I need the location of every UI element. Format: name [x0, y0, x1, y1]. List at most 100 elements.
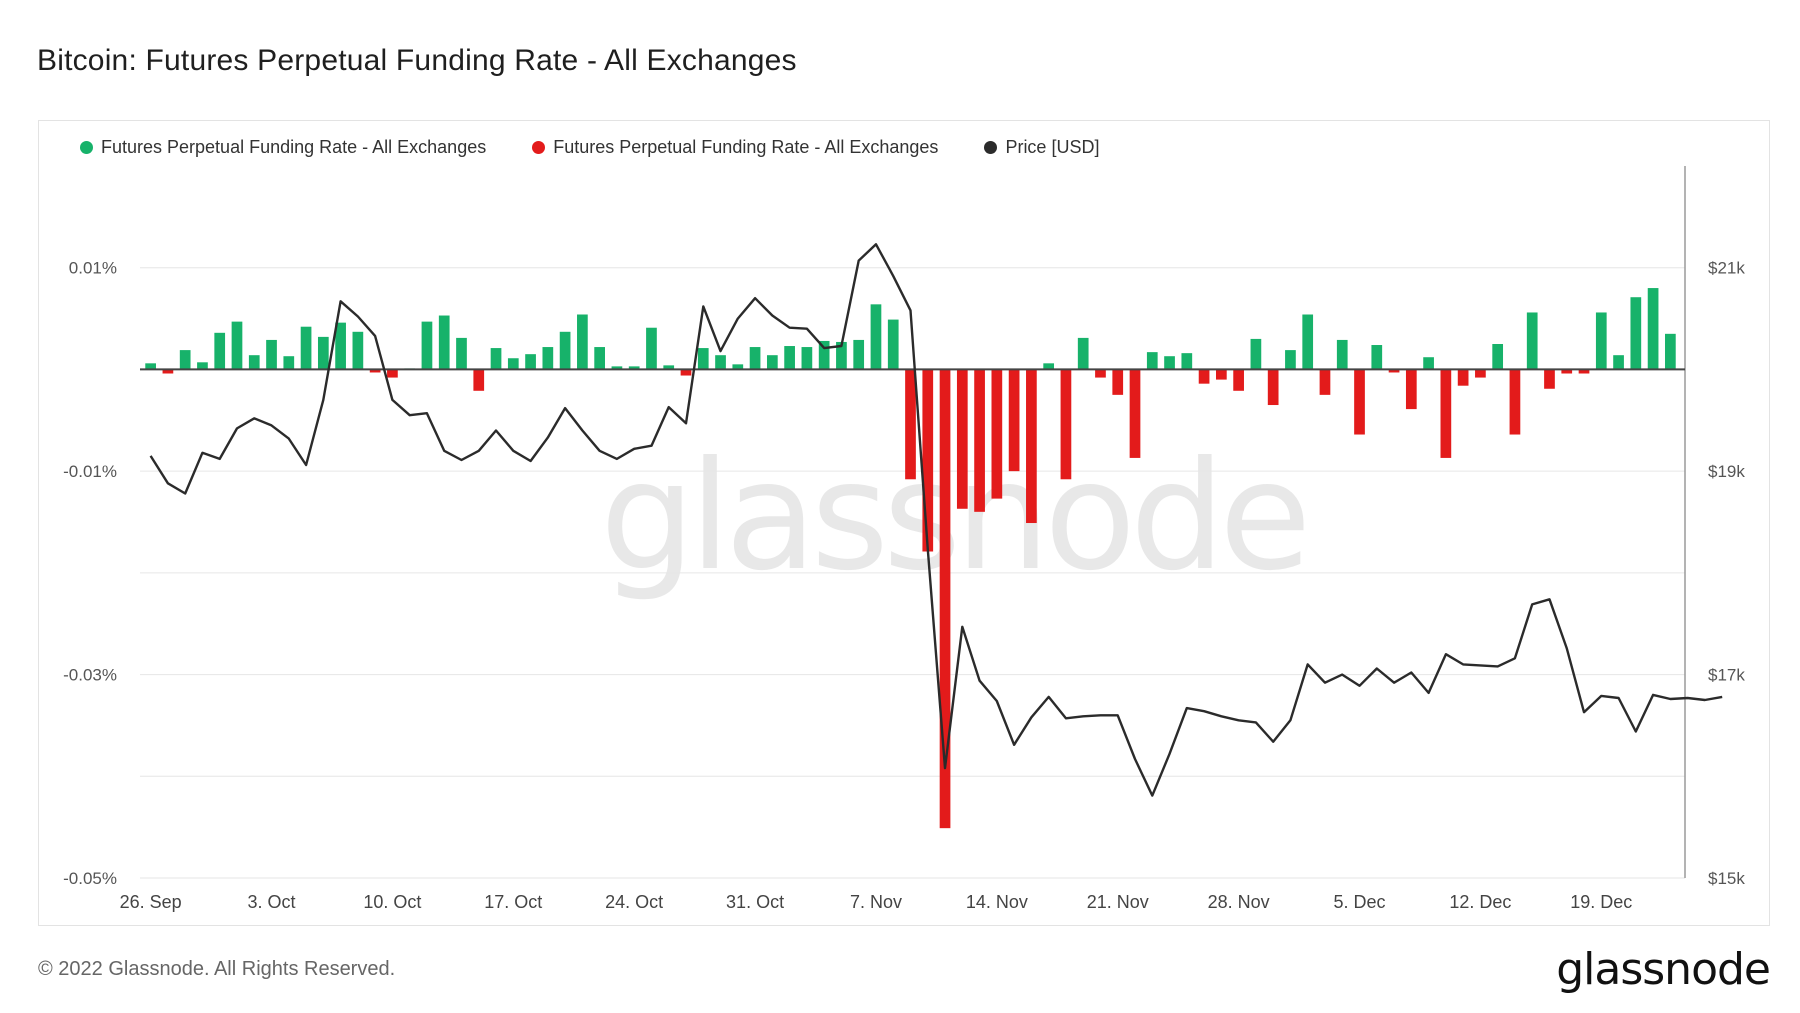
funding-bar-negative — [939, 369, 951, 829]
funding-bar-positive — [887, 319, 899, 370]
funding-bar-positive — [1181, 353, 1193, 370]
y-right-tick-label: $19k — [1708, 462, 1745, 481]
chart-title: Bitcoin: Futures Perpetual Funding Rate … — [37, 44, 797, 77]
x-tick-label: 31. Oct — [726, 892, 784, 912]
funding-bar-positive — [1526, 312, 1538, 370]
funding-bar-positive — [577, 314, 588, 370]
x-tick-label: 21. Nov — [1087, 892, 1149, 912]
x-tick-label: 24. Oct — [605, 892, 663, 912]
legend-item-funding-negative[interactable]: Futures Perpetual Funding Rate - All Exc… — [532, 137, 938, 158]
y-left-tick-label: -0.03% — [63, 666, 117, 685]
funding-bar-negative — [991, 369, 1003, 499]
y-left-tick-label: 0.01% — [69, 259, 117, 278]
funding-bar-positive — [1336, 339, 1348, 370]
funding-bar-positive — [1665, 333, 1676, 370]
legend-dot-red-icon — [532, 141, 546, 154]
funding-bar-negative — [1267, 369, 1279, 406]
funding-bar-negative — [974, 369, 985, 512]
funding-bar-positive — [490, 348, 502, 370]
funding-bar-positive — [1043, 363, 1055, 370]
funding-bar-negative — [1475, 369, 1486, 378]
price-line — [149, 243, 1723, 797]
funding-bar-positive — [542, 347, 554, 370]
funding-bar-positive — [870, 304, 882, 370]
funding-bar-negative — [922, 369, 934, 552]
funding-bar-positive — [1630, 297, 1642, 370]
funding-bar-positive — [1250, 338, 1262, 370]
glassnode-logo: glassnode — [1556, 944, 1771, 995]
x-tick-label: 14. Nov — [966, 892, 1028, 912]
funding-bar-positive — [646, 327, 657, 370]
funding-bar-positive — [628, 366, 640, 370]
funding-bar-positive — [283, 356, 295, 370]
funding-bar-positive — [1302, 314, 1314, 370]
x-tick-label: 12. Dec — [1449, 892, 1511, 912]
funding-bar-negative — [1198, 369, 1210, 384]
funding-bar-negative — [1354, 369, 1365, 435]
funding-bar-negative — [1578, 369, 1590, 374]
funding-bar-negative — [1544, 369, 1555, 389]
funding-bar-negative — [1457, 369, 1469, 386]
funding-bar-positive — [145, 363, 156, 370]
funding-bar-negative — [1405, 369, 1417, 410]
funding-bar-negative — [1216, 369, 1227, 380]
legend-label: Price [USD] — [1005, 137, 1100, 157]
y-left-tick-label: -0.05% — [63, 869, 117, 888]
funding-bar-positive — [697, 348, 709, 370]
funding-bar-positive — [766, 355, 778, 370]
x-tick-label: 5. Dec — [1333, 892, 1385, 912]
legend-item-funding-positive[interactable]: Futures Perpetual Funding Rate - All Exc… — [80, 137, 486, 158]
funding-bar-positive — [1077, 337, 1089, 370]
funding-bar-positive — [818, 340, 830, 370]
legend-label: Futures Perpetual Funding Rate - All Exc… — [101, 137, 487, 157]
funding-bar-positive — [179, 350, 191, 370]
funding-bar-positive — [317, 336, 329, 370]
x-tick-label: 7. Nov — [850, 892, 902, 912]
funding-bar-negative — [1026, 369, 1037, 524]
funding-bar-positive — [749, 347, 761, 370]
funding-bar-positive — [732, 364, 744, 370]
funding-bar-negative — [369, 369, 381, 373]
funding-bar-positive — [1146, 352, 1158, 370]
funding-bar-positive — [801, 347, 813, 370]
funding-bar-negative — [956, 369, 968, 509]
legend-dot-green-icon — [80, 141, 93, 154]
chart-frame — [38, 120, 1770, 926]
funding-bar-negative — [473, 369, 485, 391]
funding-bar-negative — [1112, 369, 1124, 395]
funding-bar-negative — [1129, 369, 1141, 458]
funding-bar-negative — [1388, 369, 1400, 373]
x-tick-label: 17. Oct — [484, 892, 542, 912]
funding-bar-negative — [387, 369, 398, 378]
funding-bar-positive — [836, 341, 847, 370]
legend-label: Futures Perpetual Funding Rate - All Exc… — [553, 137, 939, 157]
x-tick-label: 10. Oct — [363, 892, 421, 912]
legend-item-price[interactable]: Price [USD] — [984, 137, 1099, 158]
x-tick-label: 28. Nov — [1208, 892, 1270, 912]
funding-bar-negative — [680, 369, 692, 376]
x-tick-label: 3. Oct — [248, 892, 296, 912]
funding-bar-positive — [611, 366, 623, 370]
funding-bar-positive — [853, 339, 865, 370]
funding-bar-positive — [507, 358, 519, 370]
funding-bar-negative — [1095, 369, 1106, 378]
funding-bar-negative — [162, 369, 174, 374]
funding-bar-positive — [1492, 344, 1504, 370]
funding-bar-positive — [594, 347, 605, 370]
funding-bar-positive — [421, 321, 433, 370]
funding-bar-positive — [197, 362, 208, 370]
funding-bar-positive — [248, 355, 260, 370]
y-right-tick-label: $21k — [1708, 259, 1745, 278]
funding-bar-positive — [231, 321, 243, 370]
funding-bar-negative — [1440, 369, 1452, 458]
y-right-tick-label: $15k — [1708, 869, 1745, 888]
funding-bar-positive — [1423, 357, 1434, 370]
funding-bar-positive — [1613, 355, 1624, 370]
legend: Futures Perpetual Funding Rate - All Exc… — [80, 137, 1099, 158]
funding-bar-positive — [456, 337, 467, 370]
funding-bar-positive — [663, 365, 675, 370]
funding-bar-positive — [1371, 345, 1383, 370]
funding-bar-negative — [1008, 369, 1020, 472]
funding-bar-positive — [525, 354, 536, 370]
